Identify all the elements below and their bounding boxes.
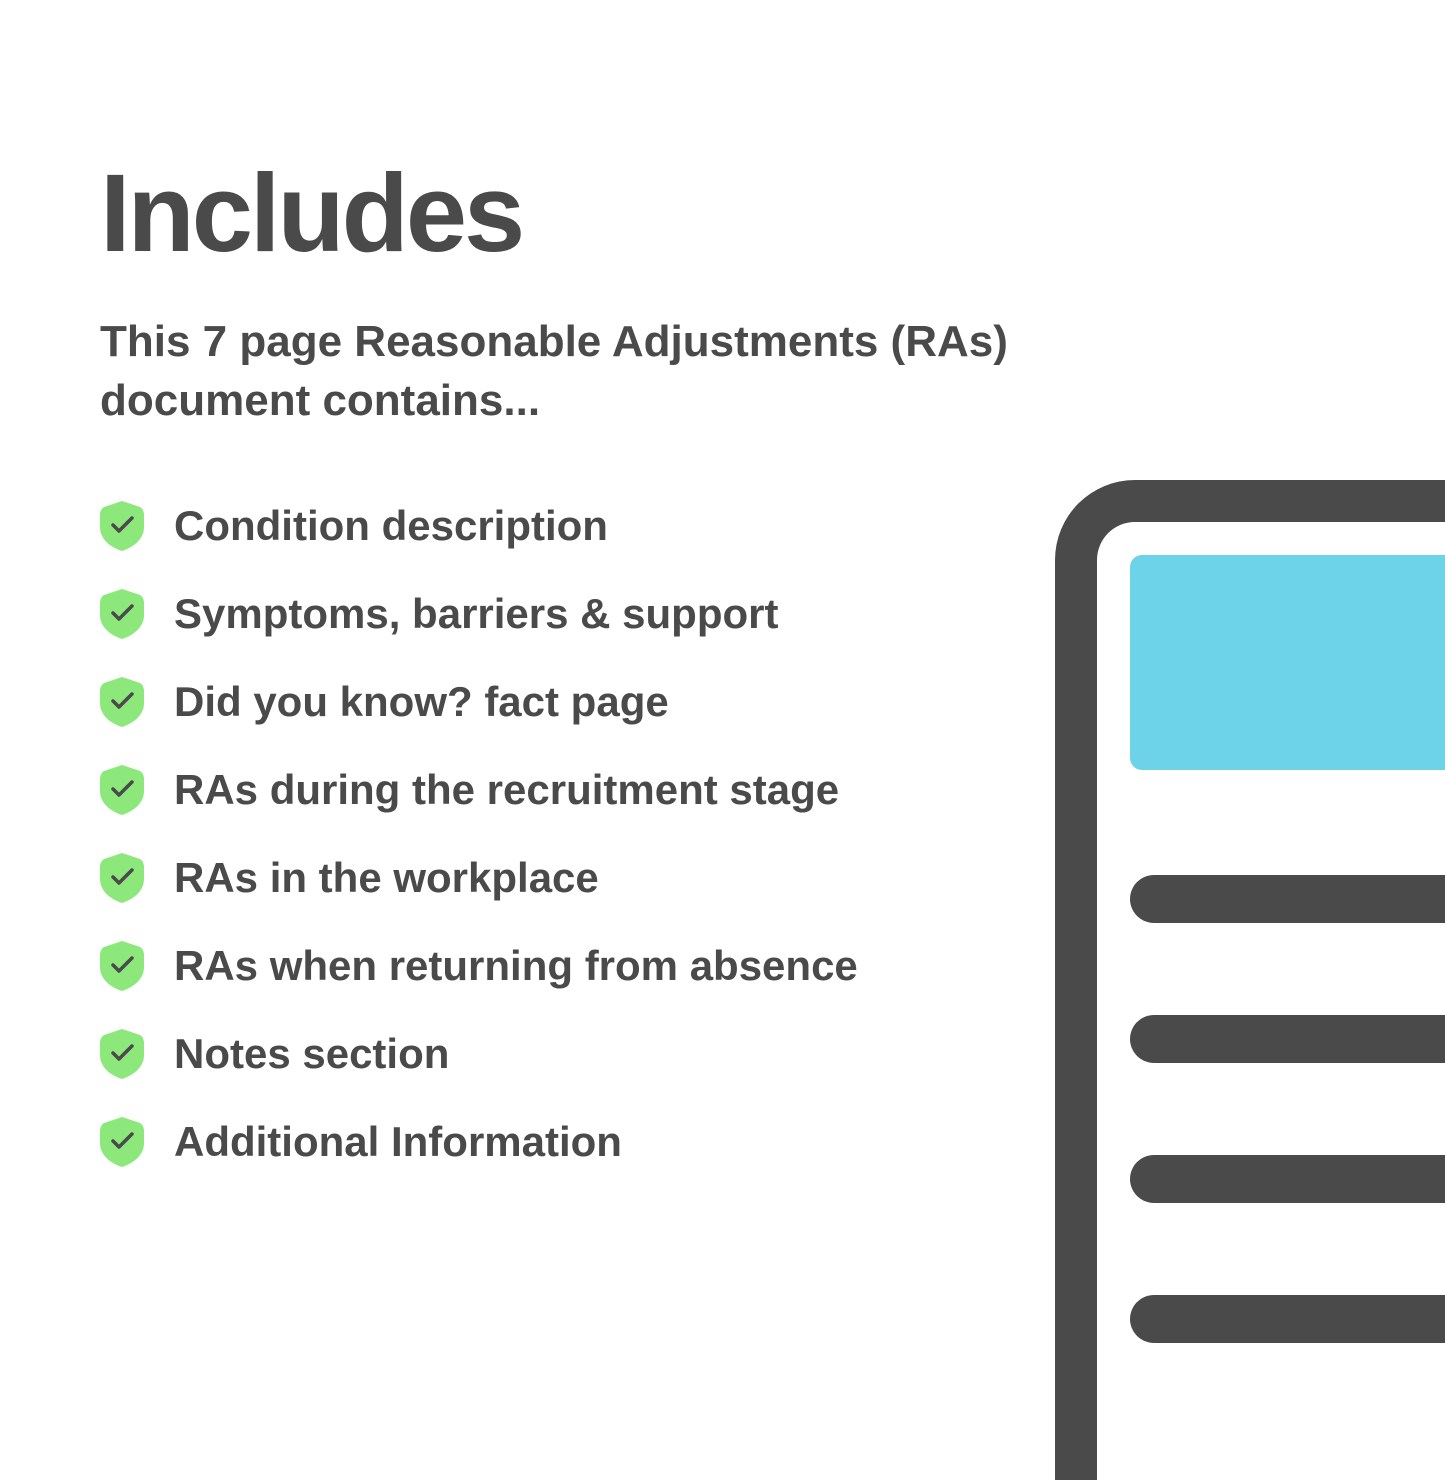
doc-header-block (1130, 555, 1445, 770)
item-label: Symptoms, barriers & support (174, 590, 778, 638)
shield-check-icon (100, 1117, 144, 1167)
doc-line (1130, 1015, 1445, 1063)
item-label: RAs when returning from absence (174, 942, 858, 990)
page-subtitle: This 7 page Reasonable Adjustments (RAs)… (100, 312, 1050, 431)
shield-check-icon (100, 677, 144, 727)
item-label: Notes section (174, 1030, 449, 1078)
shield-check-icon (100, 941, 144, 991)
item-label: RAs during the recruitment stage (174, 766, 839, 814)
item-label: Condition description (174, 502, 608, 550)
document-clipboard-icon (1055, 480, 1445, 1480)
page-title: Includes (100, 150, 1345, 277)
shield-check-icon (100, 1029, 144, 1079)
item-label: RAs in the workplace (174, 854, 599, 902)
shield-check-icon (100, 765, 144, 815)
shield-check-icon (100, 501, 144, 551)
shield-check-icon (100, 853, 144, 903)
item-label: Additional Information (174, 1118, 622, 1166)
doc-line (1130, 875, 1445, 923)
doc-line (1130, 1295, 1445, 1343)
item-label: Did you know? fact page (174, 678, 669, 726)
doc-line (1130, 1155, 1445, 1203)
shield-check-icon (100, 589, 144, 639)
